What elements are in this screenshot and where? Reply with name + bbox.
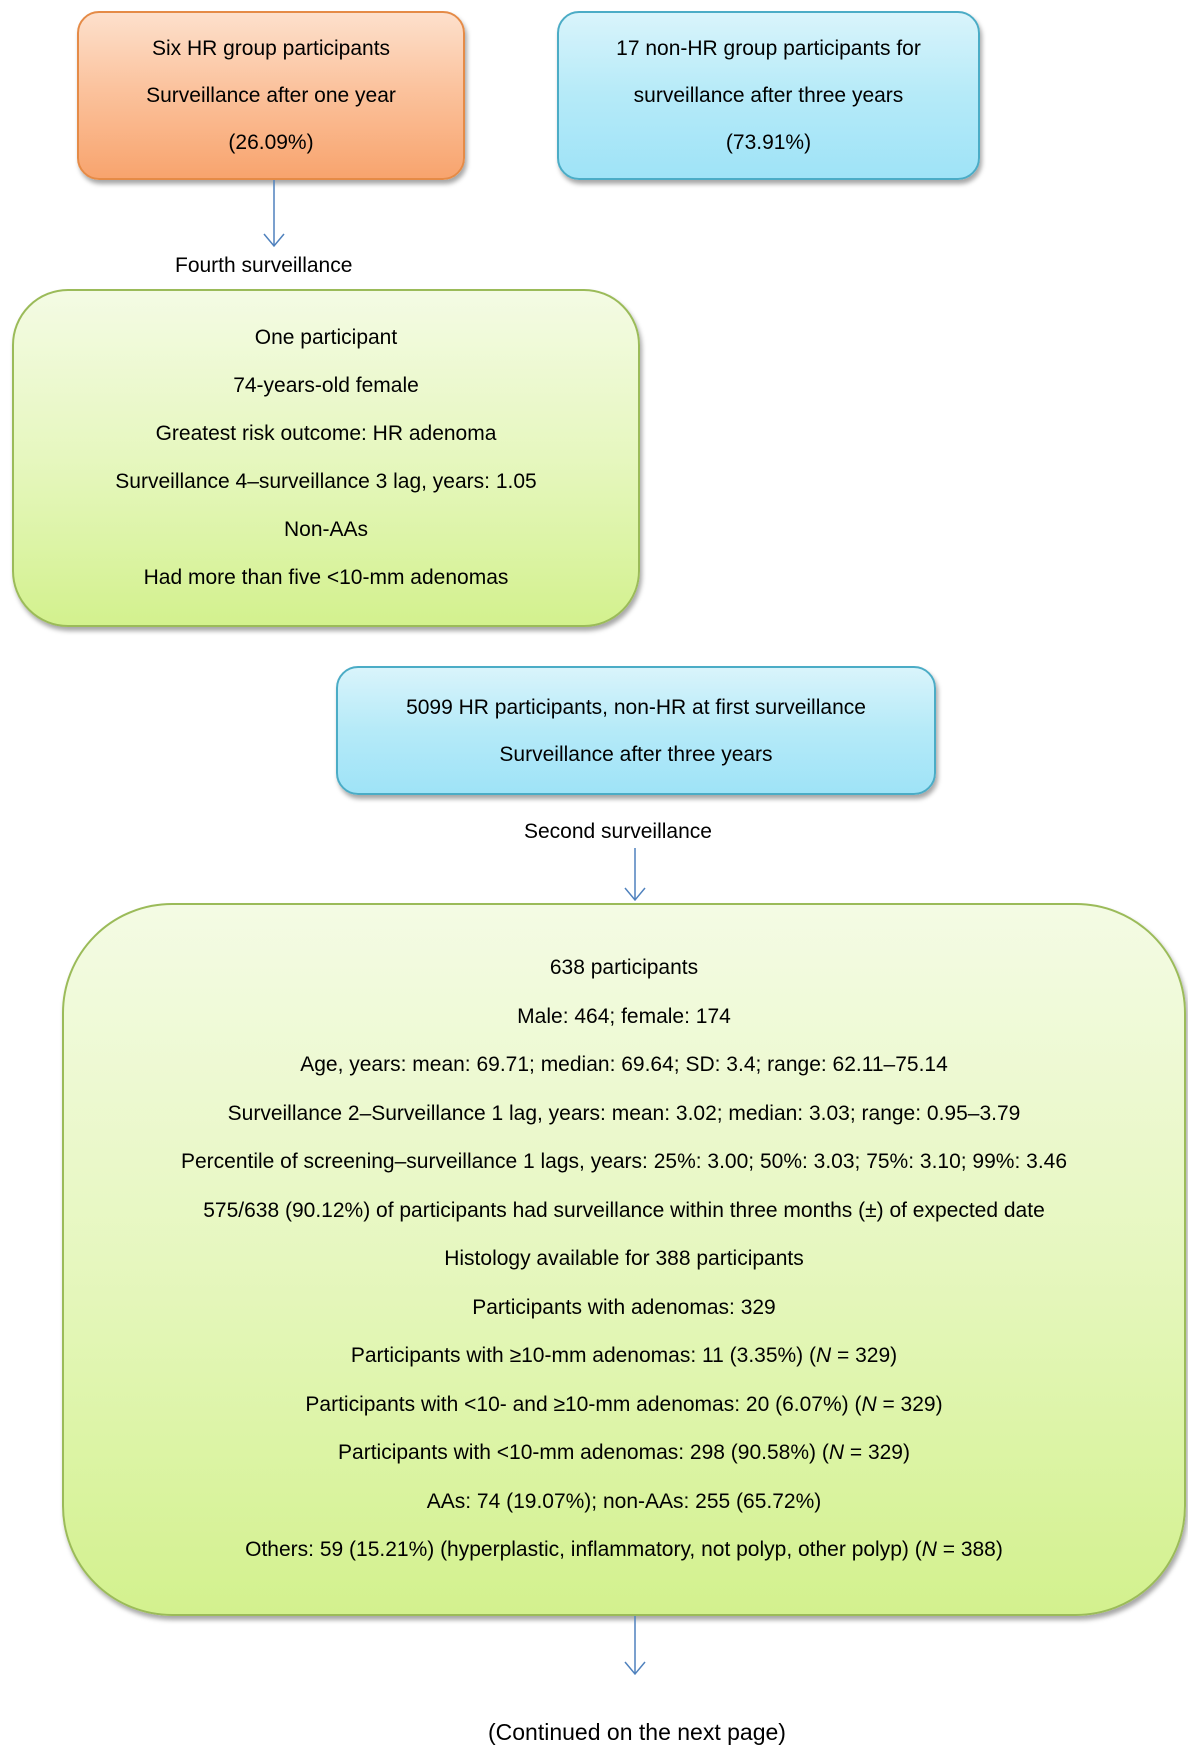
second-box-line-histology: Histology available for 388 participants xyxy=(444,1247,804,1271)
fourth-box-line-1: One participant xyxy=(254,326,398,349)
hr-group-box: Six HR group participants Surveillance a… xyxy=(77,11,465,180)
arrow-down-icon xyxy=(263,180,285,248)
fourth-box-line-2: 74-years-old female xyxy=(233,374,419,397)
second-box-line-aas: AAs: 74 (19.07%); non-AAs: 255 (65.72%) xyxy=(426,1489,822,1513)
hr-box-line-2: Surveillance after one year xyxy=(146,84,396,107)
non-hr-group-box: 17 non-HR group participants for surveil… xyxy=(557,11,980,180)
non-hr-box-line-2: surveillance after three years xyxy=(633,84,904,107)
fourth-box-line-6: Had more than five <10-mm adenomas xyxy=(143,566,509,589)
second-box-line-age: Age, years: mean: 69.71; median: 69.64; … xyxy=(300,1053,948,1077)
second-box-line-adenomas: Participants with adenomas: 329 xyxy=(472,1295,776,1319)
second-box-line-percentile: Percentile of screening–surveillance 1 l… xyxy=(180,1150,1068,1174)
fourth-box-line-3: Greatest risk outcome: HR adenoma xyxy=(155,422,497,445)
arrow-down-icon xyxy=(624,848,646,902)
second-box-line-lt10mm: Participants with <10-mm adenomas: 298 (… xyxy=(338,1441,910,1465)
arrow-down-icon xyxy=(624,1616,646,1676)
non-hr-box-line-3: (73.91%) xyxy=(725,131,812,154)
hr-5099-box: 5099 HR participants, non-HR at first su… xyxy=(336,666,936,795)
second-box-line-within-three-months: 575/638 (90.12%) of participants had sur… xyxy=(203,1198,1045,1222)
second-box-line-mixed: Participants with <10- and ≥10-mm adenom… xyxy=(305,1392,943,1416)
hr5099-box-line-1: 5099 HR participants, non-HR at first su… xyxy=(406,695,866,719)
fourth-box-line-5: Non-AAs xyxy=(283,518,369,541)
second-box-line-sex: Male: 464; female: 174 xyxy=(517,1004,731,1028)
second-box-line-others: Others: 59 (15.21%) (hyperplastic, infla… xyxy=(245,1538,1003,1562)
hr-box-line-1: Six HR group participants xyxy=(151,37,391,60)
hr5099-box-line-2: Surveillance after three years xyxy=(499,742,773,766)
second-box-line-lag: Surveillance 2–Surveillance 1 lag, years… xyxy=(227,1101,1021,1125)
second-surveillance-label: Second surveillance xyxy=(524,820,712,843)
second-box-line-ge10mm: Participants with ≥10-mm adenomas: 11 (3… xyxy=(350,1344,898,1368)
non-hr-box-line-1: 17 non-HR group participants for xyxy=(616,37,921,60)
second-box-line-participants: 638 participants xyxy=(549,956,699,980)
fourth-box-line-4: Surveillance 4–surveillance 3 lag, years… xyxy=(115,470,537,493)
hr-box-line-3: (26.09%) xyxy=(228,131,314,154)
fourth-surveillance-box: One participant 74-years-old female Grea… xyxy=(12,289,640,627)
fourth-surveillance-label: Fourth surveillance xyxy=(175,254,353,277)
continued-note: (Continued on the next page) xyxy=(488,1719,786,1745)
second-surveillance-box: 638 participants Male: 464; female: 174 … xyxy=(62,903,1186,1616)
